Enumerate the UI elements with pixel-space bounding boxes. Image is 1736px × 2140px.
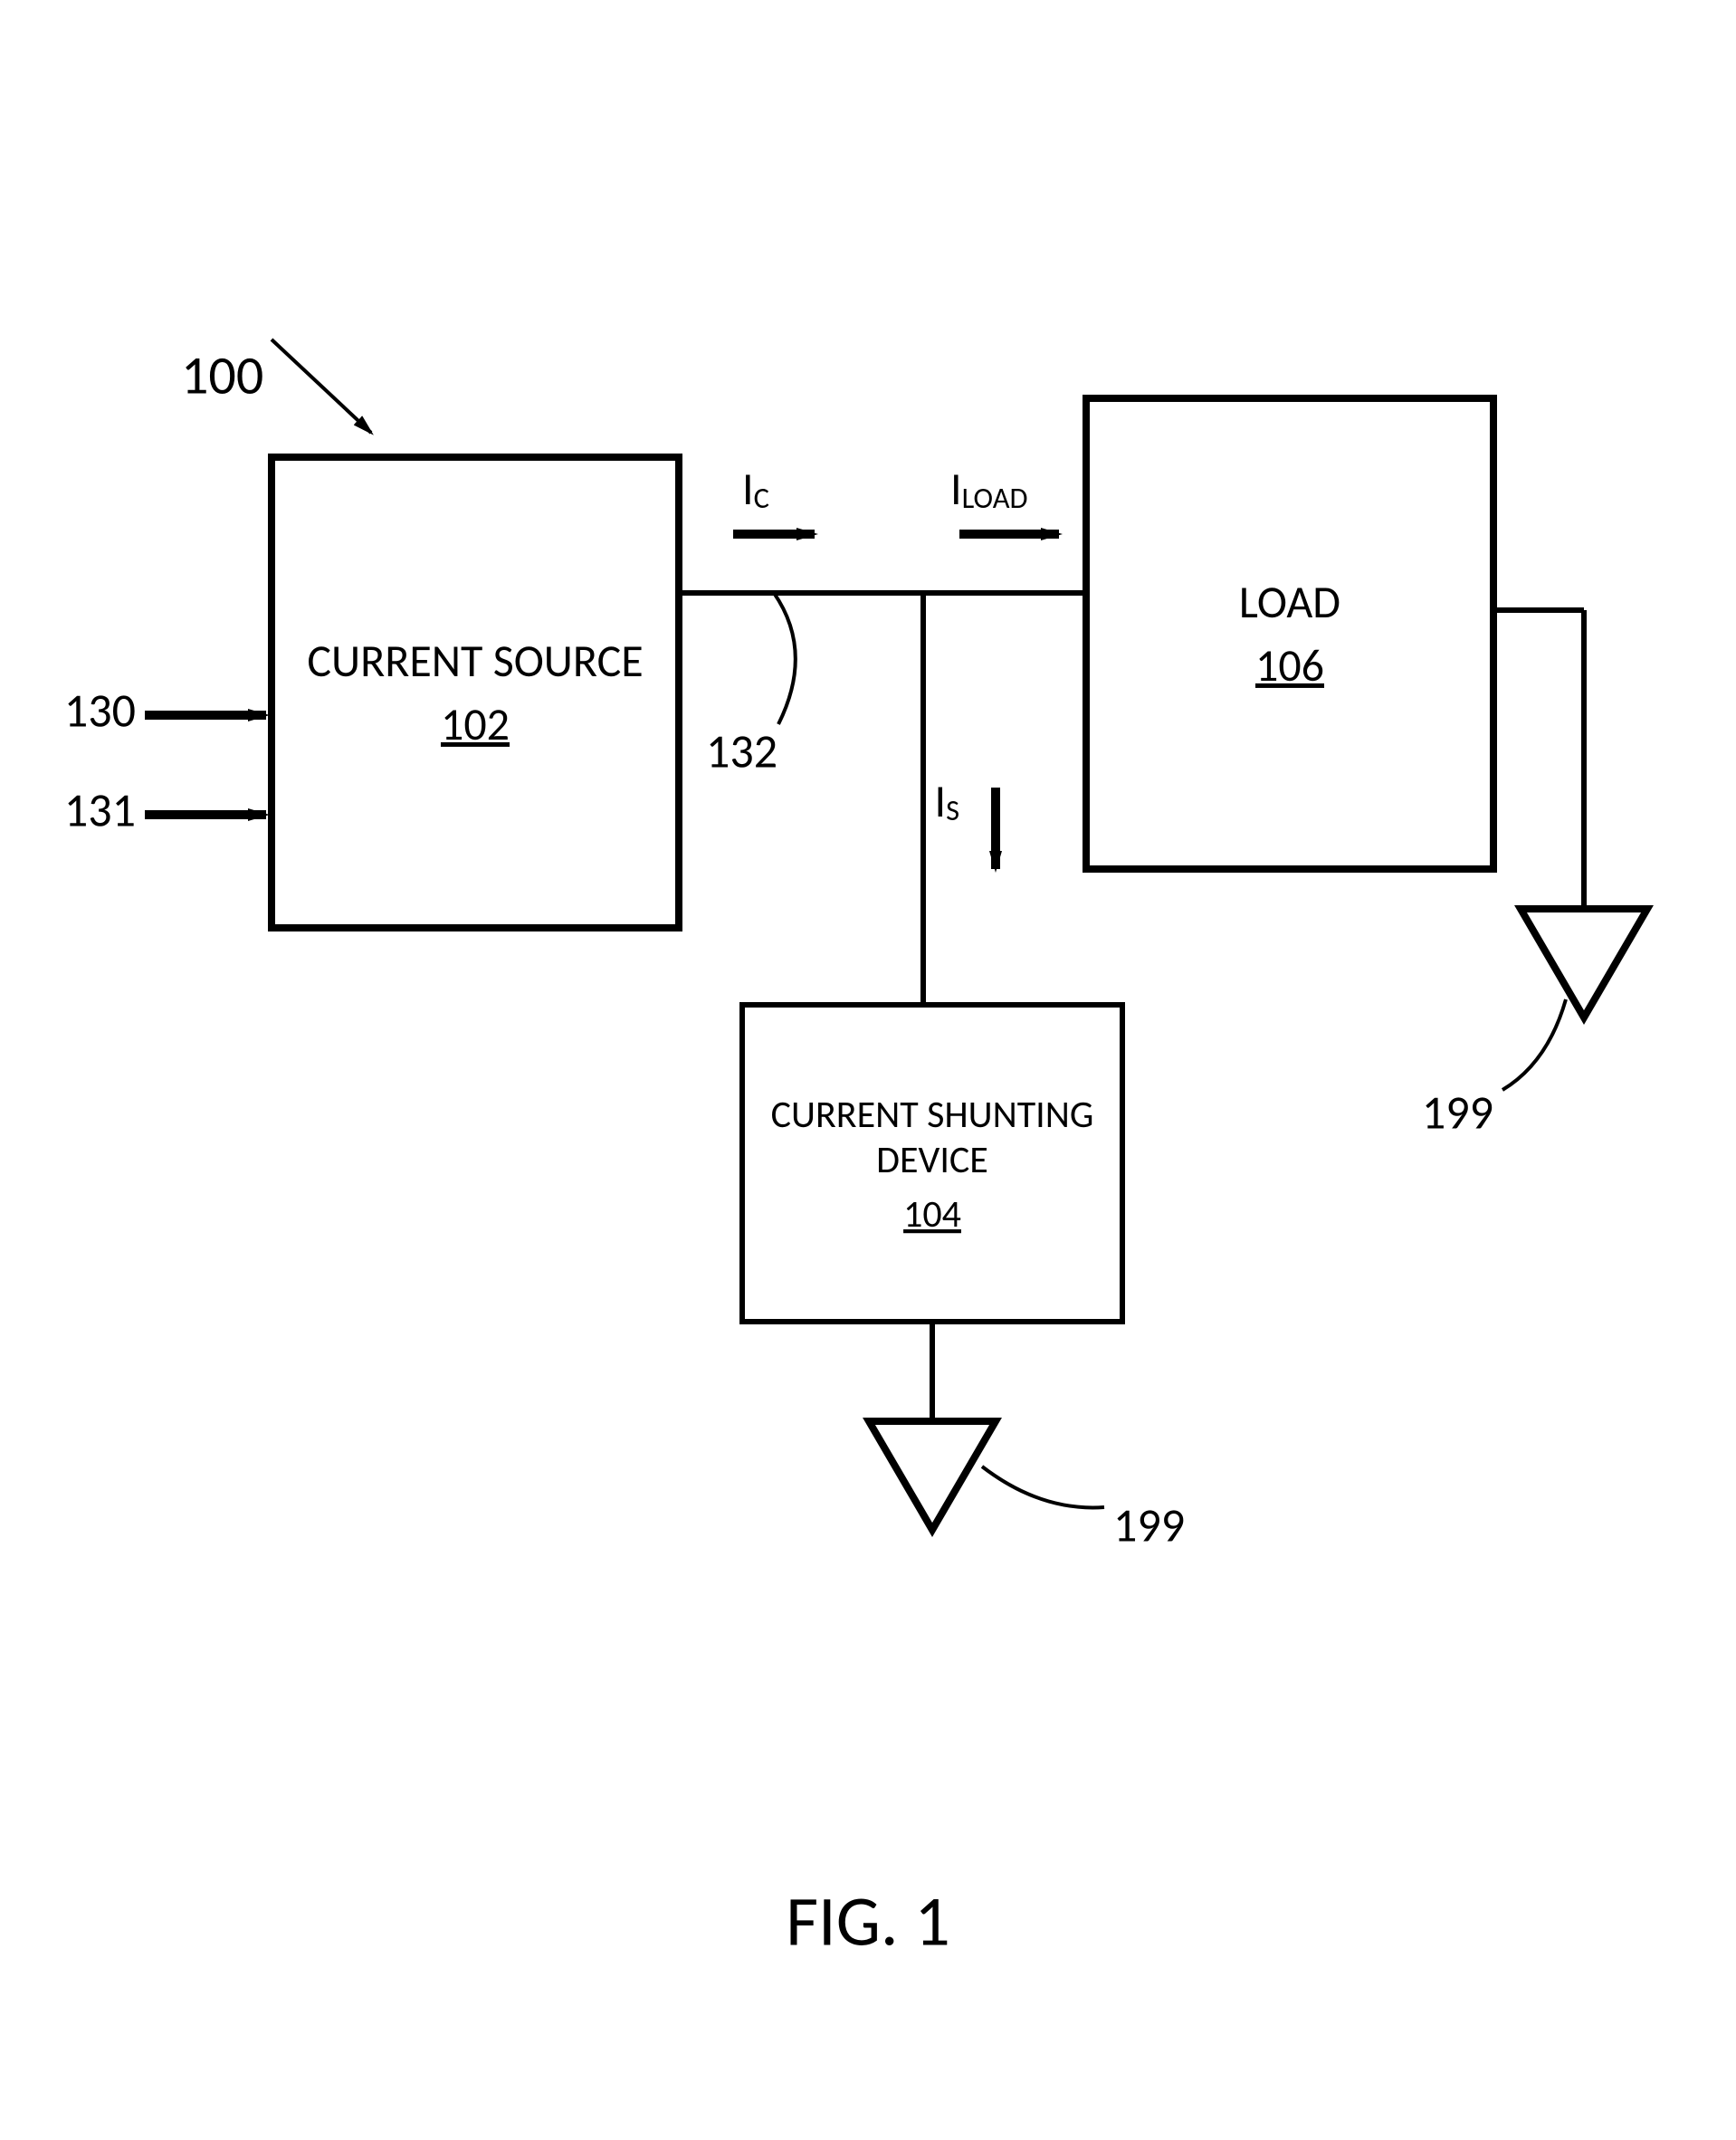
figure-ref-label: 100	[181, 342, 263, 408]
load-ground-leader	[1502, 999, 1566, 1090]
figure-ref-arrow	[272, 339, 371, 433]
shunt-ref: 104	[903, 1191, 961, 1237]
current-source-ref: 102	[441, 697, 510, 752]
load-ground-ref: 199	[1422, 1083, 1493, 1141]
input-ref-131: 131	[64, 780, 136, 838]
shunt-block: CURRENT SHUNTINGDEVICE 104	[742, 1005, 1122, 1322]
shunt-ground-leader	[982, 1466, 1104, 1507]
load-label: LOAD	[1239, 575, 1340, 630]
shunt-ground-icon	[869, 1421, 996, 1530]
node-ref-label: 132	[706, 721, 777, 779]
shunt-label-2: DEVICE	[876, 1137, 988, 1183]
iload-label: ILOAD	[950, 462, 1028, 517]
input-ref-130: 130	[64, 681, 136, 739]
figure-caption: FIG. 1	[786, 1878, 950, 1964]
load-ground-icon	[1521, 909, 1647, 1017]
shunt-ground-ref: 199	[1113, 1495, 1185, 1553]
node-ref-leader	[774, 593, 796, 724]
is-label: IS	[934, 774, 959, 829]
load-ref: 106	[1255, 638, 1324, 693]
ic-label: IC	[742, 462, 769, 517]
current-source-label: CURRENT SOURCE	[307, 634, 643, 689]
load-block: LOAD 106	[1086, 398, 1493, 869]
shunt-label-1: CURRENT SHUNTING	[771, 1092, 1094, 1138]
circuit-block-diagram: 100 CURRENT SOURCE 102 LOAD 106 CURRENT SHUNT…	[0, 0, 1736, 2140]
current-source-block: CURRENT SOURCE 102	[272, 457, 679, 928]
